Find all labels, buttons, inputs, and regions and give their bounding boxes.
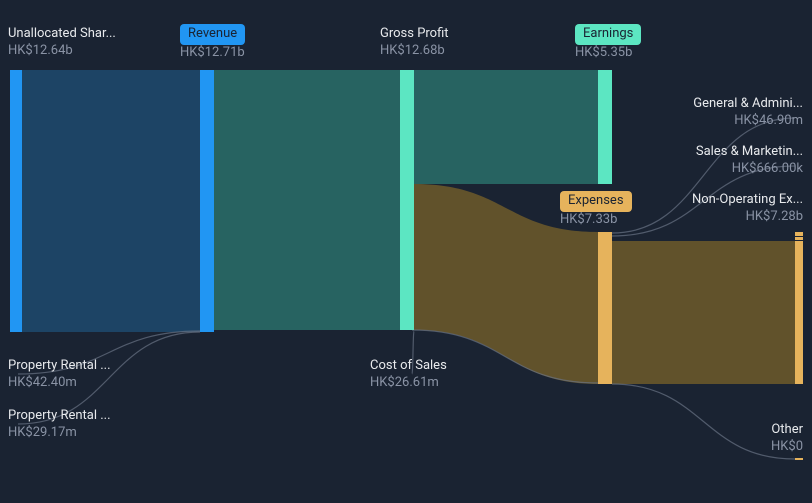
pill-earnings: Earnings — [575, 24, 641, 45]
pill-revenue: Revenue — [180, 24, 245, 45]
pill-expenses: Expenses — [560, 191, 632, 212]
sankey-label-ga: General & Admini...HK$46.90m — [693, 96, 803, 130]
sankey-node-sm[interactable] — [795, 237, 803, 240]
sankey-node-unallocated[interactable] — [10, 70, 22, 332]
sankey-node-ga[interactable] — [795, 232, 803, 236]
sankey-label-cost_of_sales: Cost of SalesHK$26.61m — [370, 358, 447, 392]
sankey-node-earnings[interactable] — [598, 70, 612, 184]
sankey-node-other[interactable] — [795, 458, 803, 460]
sankey-node-expenses[interactable] — [598, 232, 612, 384]
sankey-node-gross_profit[interactable] — [400, 70, 414, 330]
sankey-label-property1: Property Rental ...HK$42.40m — [8, 358, 111, 392]
sankey-label-gross_profit: Gross ProfitHK$12.68b — [380, 26, 449, 60]
sankey-label-earnings: EarningsHK$5.35b — [575, 24, 641, 62]
sankey-label-revenue: RevenueHK$12.71b — [180, 24, 245, 62]
sankey-node-revenue[interactable] — [200, 70, 214, 332]
sankey-label-sm: Sales & Marketin...HK$666.00k — [696, 144, 803, 178]
sankey-label-unallocated: Unallocated Shar...HK$12.64b — [8, 26, 116, 60]
sankey-label-nonop: Non-Operating Ex...HK$7.28b — [692, 192, 803, 226]
sankey-label-property2: Property Rental ...HK$29.17m — [8, 408, 111, 442]
sankey-node-nonop[interactable] — [795, 241, 803, 384]
sankey-label-expenses: ExpensesHK$7.33b — [560, 191, 632, 229]
sankey-chart: Unallocated Shar...HK$12.64b RevenueHK$12… — [0, 0, 812, 503]
sankey-label-other: OtherHK$0 — [771, 422, 803, 456]
